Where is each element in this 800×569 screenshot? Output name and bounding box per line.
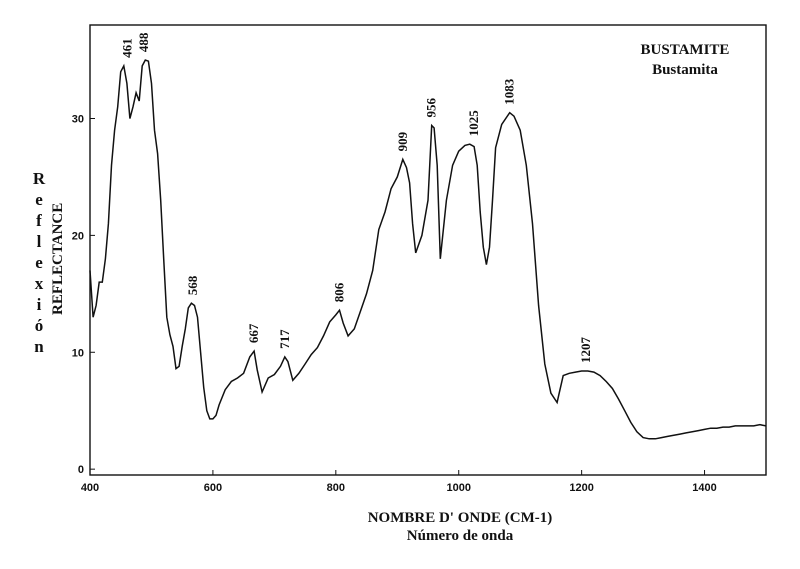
peak-label: 461 bbox=[120, 38, 135, 58]
peak-label: 1083 bbox=[502, 78, 517, 105]
chart-subtitle: Bustamita bbox=[652, 62, 718, 78]
y-axis-label: REFLECTANCE bbox=[50, 202, 66, 315]
peak-label: 568 bbox=[185, 275, 200, 295]
peak-label: 806 bbox=[332, 282, 347, 302]
y-tick-label: 0 bbox=[78, 464, 84, 476]
chart-title-block: BUSTAMITE Bustamita bbox=[610, 40, 760, 80]
x-tick-label: 400 bbox=[81, 482, 99, 494]
series-line bbox=[89, 59, 767, 440]
y-axis-label-es-letter: x bbox=[34, 274, 44, 293]
peak-label: 1207 bbox=[578, 337, 593, 364]
y-axis-label-es-letter: n bbox=[34, 337, 44, 356]
y-axis-label-es-letter: e bbox=[35, 253, 43, 272]
x-axis-label-es: Número de onda bbox=[406, 528, 514, 544]
peak-label: 909 bbox=[395, 131, 410, 151]
peak-label: 1025 bbox=[466, 110, 481, 137]
plot-frame bbox=[89, 24, 767, 476]
y-axis-label-es-letter: e bbox=[35, 190, 43, 209]
x-tick-label: 1200 bbox=[569, 482, 593, 494]
y-axis-label-es-letter: f bbox=[36, 211, 42, 230]
y-axis-label-es-letter: ó bbox=[34, 316, 44, 335]
y-tick-label: 30 bbox=[72, 114, 84, 126]
peak-label: 717 bbox=[277, 329, 292, 349]
x-tick-label: 1000 bbox=[446, 482, 470, 494]
y-axis-label-es-letter: i bbox=[36, 295, 42, 314]
y-axis-label-es-letter: R bbox=[32, 169, 46, 188]
x-tick-label: 600 bbox=[204, 482, 222, 494]
y-tick-label: 10 bbox=[72, 347, 84, 359]
chart-title: BUSTAMITE bbox=[640, 42, 730, 58]
y-axis-label-es-letter: l bbox=[36, 232, 42, 251]
x-tick-label: 1400 bbox=[692, 482, 716, 494]
x-tick-label: 800 bbox=[327, 482, 345, 494]
peak-label: 667 bbox=[246, 323, 261, 343]
peak-label: 956 bbox=[424, 98, 439, 118]
x-axis-label: NOMBRE D' ONDE (CM-1) bbox=[367, 510, 553, 526]
y-tick-label: 20 bbox=[72, 230, 84, 242]
peak-label: 488 bbox=[136, 32, 151, 52]
